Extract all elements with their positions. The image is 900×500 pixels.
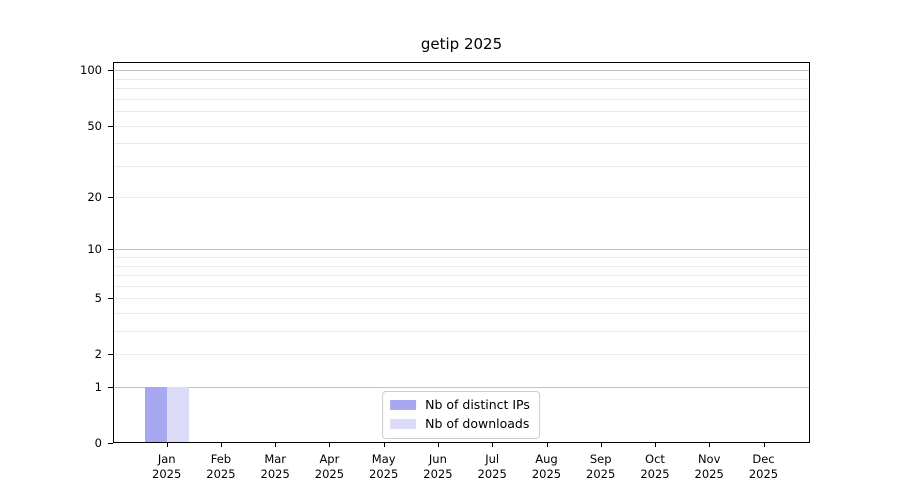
y-minor-gridline xyxy=(114,197,809,199)
x-tick-label: Apr 2025 xyxy=(314,452,345,481)
x-tick-label: Jun 2025 xyxy=(423,452,453,481)
y-tick-label: 1 xyxy=(94,380,102,394)
x-axis-tick xyxy=(492,443,494,447)
y-minor-gridline xyxy=(114,265,809,267)
y-tick-label: 10 xyxy=(87,242,102,257)
legend-swatch-downloads-icon xyxy=(390,419,417,429)
x-axis-tick xyxy=(546,443,548,447)
legend-label-downloads: Nb of downloads xyxy=(425,416,530,431)
bar-distinct-ips xyxy=(144,387,167,443)
bar-downloads xyxy=(166,387,189,443)
y-minor-gridline xyxy=(114,313,809,314)
y-minor-gridline xyxy=(114,125,809,127)
x-tick-label: Aug 2025 xyxy=(531,452,562,481)
y-tick-label: 0 xyxy=(94,436,102,450)
x-tick-label: Jul 2025 xyxy=(477,452,507,481)
legend-label-distinct-ips: Nb of distinct IPs xyxy=(425,397,530,412)
x-axis-tick xyxy=(383,443,385,447)
x-tick-label: Feb 2025 xyxy=(206,452,236,481)
x-axis-tick xyxy=(329,443,331,447)
legend-swatch-distinct-ips-icon xyxy=(390,400,417,410)
y-axis-tick xyxy=(108,125,113,127)
y-axis-tick xyxy=(108,197,113,199)
y-minor-gridline xyxy=(114,78,809,80)
y-axis-tick xyxy=(108,249,113,251)
y-minor-gridline xyxy=(114,257,809,259)
x-axis-tick xyxy=(220,443,222,447)
y-axis-tick xyxy=(108,443,113,444)
x-axis-tick xyxy=(437,443,439,447)
y-tick-label: 5 xyxy=(94,291,102,306)
x-tick-label: Dec 2025 xyxy=(748,452,779,481)
y-axis-tick xyxy=(108,354,113,356)
y-axis-tick xyxy=(108,298,113,300)
legend-item-distinct-ips: Nb of distinct IPs xyxy=(390,397,530,413)
x-tick-label: Oct 2025 xyxy=(640,452,670,481)
y-minor-gridline xyxy=(114,275,809,277)
y-minor-gridline xyxy=(114,88,809,90)
y-minor-gridline xyxy=(114,98,809,100)
y-tick-label: 20 xyxy=(87,190,102,205)
y-minor-gridline xyxy=(114,165,809,167)
plot-frame xyxy=(113,62,810,443)
y-minor-gridline xyxy=(114,285,809,287)
y-major-gridline xyxy=(114,70,809,72)
y-major-gridline xyxy=(114,249,809,251)
x-axis-tick xyxy=(709,443,711,447)
x-axis-tick xyxy=(655,443,656,447)
x-axis-tick xyxy=(166,443,168,447)
y-minor-gridline xyxy=(114,331,809,333)
legend-item-downloads: Nb of downloads xyxy=(390,416,530,432)
y-minor-gridline xyxy=(114,143,809,145)
y-tick-label: 100 xyxy=(80,63,102,78)
x-tick-label: May 2025 xyxy=(369,452,399,481)
x-tick-label: Sep 2025 xyxy=(586,452,616,481)
x-tick-label: Jan 2025 xyxy=(152,452,182,481)
x-axis-tick xyxy=(763,443,765,447)
x-axis-tick xyxy=(600,443,602,447)
legend: Nb of distinct IPs Nb of downloads xyxy=(382,391,540,439)
y-major-gridline xyxy=(114,387,809,388)
x-tick-label: Nov 2025 xyxy=(694,452,724,481)
y-minor-gridline xyxy=(114,111,809,113)
x-axis-tick xyxy=(275,443,277,447)
x-tick-label: Mar 2025 xyxy=(260,452,290,481)
y-axis-tick xyxy=(108,70,113,72)
y-tick-label: 2 xyxy=(94,347,102,362)
chart-title: getip 2025 xyxy=(420,35,503,53)
y-axis-tick xyxy=(108,387,113,388)
y-tick-label: 50 xyxy=(87,118,102,133)
y-minor-gridline xyxy=(114,298,809,300)
y-minor-gridline xyxy=(114,354,809,356)
